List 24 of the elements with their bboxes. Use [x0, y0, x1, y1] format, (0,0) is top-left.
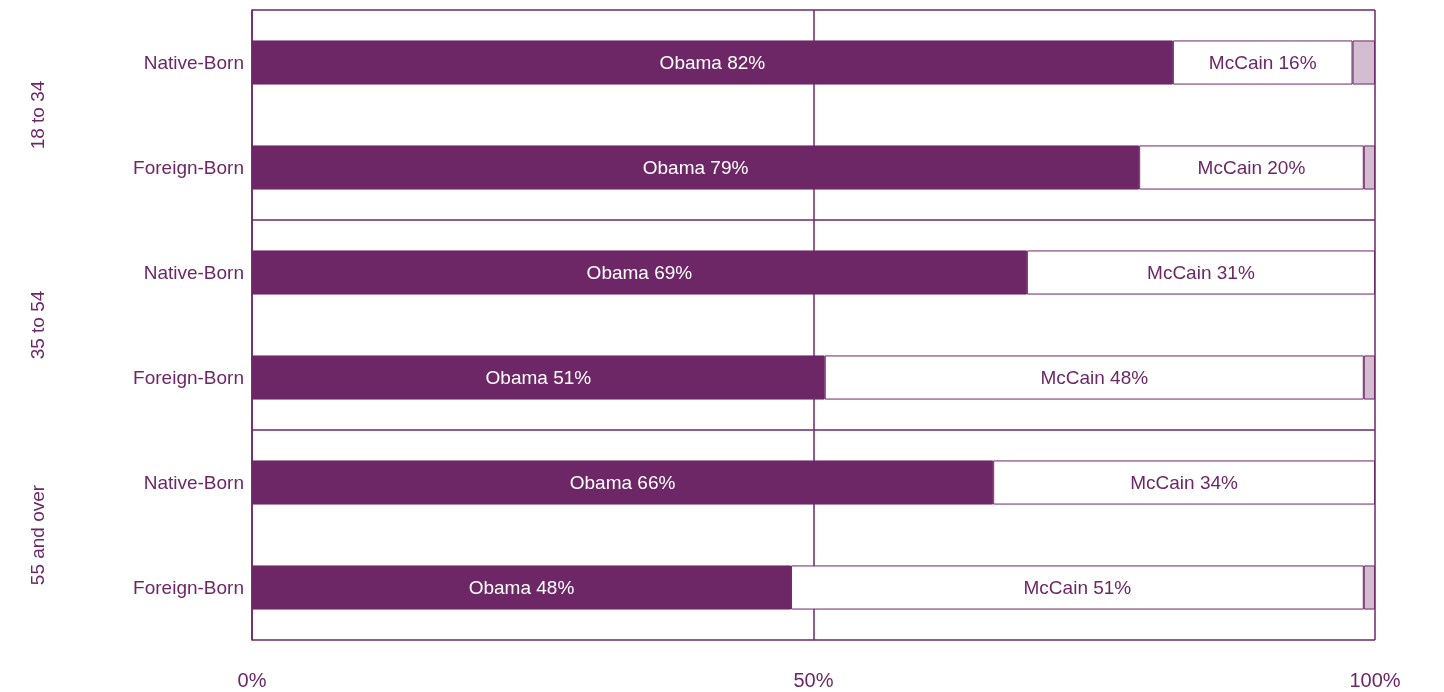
y-tick-label: Native-Born	[143, 52, 244, 73]
data-label: McCain 34%	[1130, 472, 1239, 493]
data-label: McCain 20%	[1197, 157, 1306, 178]
data-label: McCain 31%	[1147, 262, 1255, 283]
data-label: Obama 79%	[642, 157, 749, 178]
text: 18 to 34	[27, 80, 48, 150]
text: 35 to 54	[27, 290, 48, 360]
data-label: Obama 69%	[586, 262, 693, 283]
data-label: Obama 82%	[659, 52, 766, 73]
x-tick-label: 0%	[237, 669, 267, 691]
data-label: Obama 66%	[569, 472, 676, 493]
y-tick-label: Foreign-Born	[133, 577, 244, 598]
x-tick-label: 50%	[793, 669, 834, 691]
data-label: Obama 51%	[485, 367, 592, 388]
y-tick-label: Native-Born	[143, 472, 244, 493]
x-tick-label: 100%	[1349, 669, 1401, 691]
text: 55 and over	[27, 484, 48, 586]
y-tick-label: Foreign-Born	[133, 157, 244, 178]
data-label: McCain 16%	[1208, 52, 1317, 73]
data-label: McCain 48%	[1040, 367, 1149, 388]
y-tick-label: Foreign-Born	[133, 367, 244, 388]
data-label: McCain 51%	[1023, 577, 1132, 598]
y-tick-label: Native-Born	[143, 262, 244, 283]
data-label: Obama 48%	[468, 577, 575, 598]
